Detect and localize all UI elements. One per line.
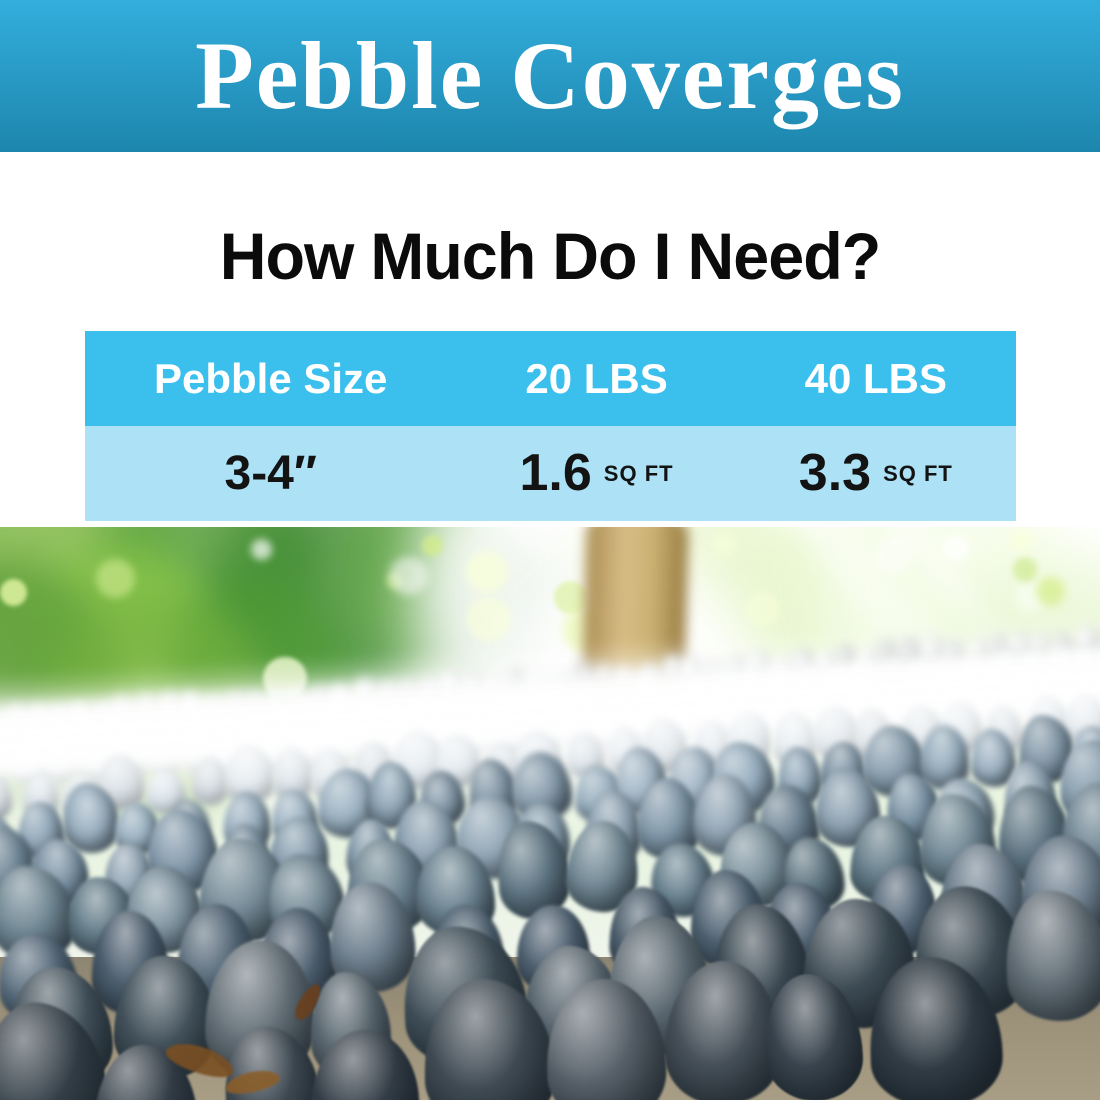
column-header-20lbs: 20 LBS <box>525 354 668 402</box>
bokeh-dot-icon <box>389 556 428 596</box>
cell-coverage-40lbs: 3.3 SQ FT <box>736 426 1015 521</box>
bokeh-dot-icon <box>0 578 28 607</box>
bokeh-dot-icon <box>250 538 273 561</box>
bokeh-dot-icon <box>421 534 444 557</box>
bokeh-dot-icon <box>466 551 509 593</box>
coverage-table: Pebble Size 20 LBS 40 LBS 3-4″ 1.6 SQ FT… <box>84 331 1016 522</box>
bokeh-dot-icon <box>1012 557 1038 582</box>
coverage-unit-20lbs: SQ FT <box>603 460 674 486</box>
pebble-photo <box>0 527 1100 1100</box>
bokeh-dot-icon <box>1011 530 1033 553</box>
column-header-pebble-size: Pebble Size <box>153 354 388 402</box>
coverage-value-20lbs: 1.6 <box>519 444 592 503</box>
bokeh-dot-icon <box>711 531 736 556</box>
bokeh-dot-icon <box>942 534 969 561</box>
coverage-value-40lbs: 3.3 <box>798 444 872 503</box>
table-row: 3-4″ 1.6 SQ FT 3.3 SQ FT <box>84 426 1016 522</box>
banner-title: Pebble Coverges <box>195 22 905 129</box>
bokeh-dot-icon <box>1036 577 1065 606</box>
page-heading: How Much Do I Need? <box>219 219 882 293</box>
bokeh-dot-icon <box>746 592 780 626</box>
column-header-40lbs: 40 LBS <box>804 354 948 402</box>
coverage-unit-40lbs: SQ FT <box>883 460 953 486</box>
cell-pebble-size: 3-4″ <box>224 447 317 501</box>
bokeh-dot-icon <box>467 597 511 642</box>
cell-coverage-20lbs: 1.6 SQ FT <box>457 426 736 521</box>
table-header-row: Pebble Size 20 LBS 40 LBS <box>84 331 1016 427</box>
bokeh-dot-icon <box>96 558 135 598</box>
banner: Pebble Coverges <box>0 0 1100 152</box>
